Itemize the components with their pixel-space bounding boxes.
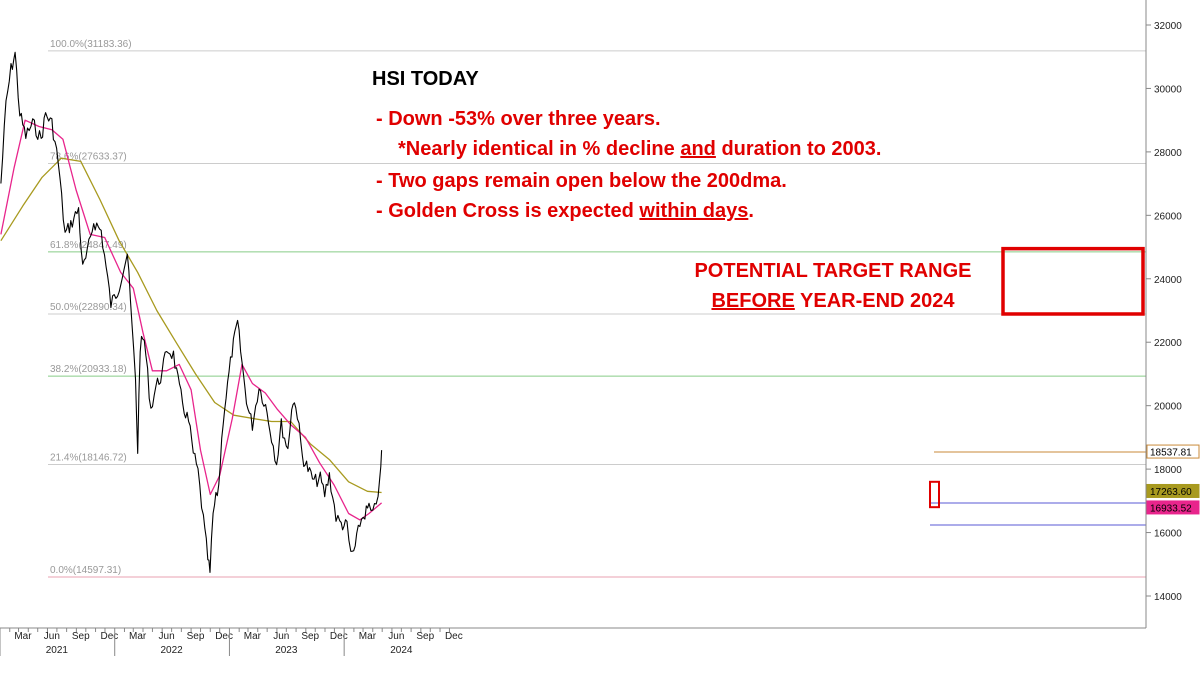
x-year-label: 2023 bbox=[275, 645, 298, 656]
y-tick-label: 16000 bbox=[1154, 529, 1182, 540]
x-month-label: Dec bbox=[100, 631, 118, 642]
annotation-line-2: *Nearly identical in % decline and durat… bbox=[398, 138, 881, 161]
price-badge-label: 18537.81 bbox=[1150, 448, 1192, 459]
y-tick-label: 28000 bbox=[1154, 148, 1182, 159]
y-tick-label: 22000 bbox=[1154, 338, 1182, 349]
x-month-label: Dec bbox=[330, 631, 348, 642]
series-50dma-line bbox=[0, 119, 383, 521]
gap-lines bbox=[930, 451, 1146, 526]
x-month-label: Jun bbox=[159, 631, 175, 642]
target-label-rest: YEAR-END 2024 bbox=[794, 290, 955, 312]
fib-label: 21.4%(18146.72) bbox=[50, 452, 127, 463]
axes: 14000 16000 18000 20000 22000 24000 26000 28000… bbox=[0, 0, 1182, 656]
annotation-line-4-a: - Golden Cross is expected bbox=[376, 200, 640, 222]
x-month-label: Jun bbox=[44, 631, 60, 642]
price-badge-label: 17263.60 bbox=[1150, 487, 1192, 498]
x-month-label: Mar bbox=[14, 631, 32, 642]
x-month-label: Mar bbox=[359, 631, 377, 642]
price-badges: 18537.81 17263.60 16933.52 bbox=[1146, 444, 1200, 515]
annotation-line-2-a: *Nearly identical in % decline bbox=[398, 138, 681, 160]
y-tick-label: 20000 bbox=[1154, 402, 1182, 413]
series-hsi-line bbox=[0, 51, 383, 573]
chart-title: HSI TODAY bbox=[372, 68, 479, 90]
x-year-label: 2022 bbox=[160, 645, 183, 656]
target-label-line-1: POTENTIAL TARGET RANGE bbox=[694, 260, 972, 282]
price-badge-label: 16933.52 bbox=[1150, 503, 1192, 514]
x-month-label: Dec bbox=[445, 631, 463, 642]
target-label-line-2: BEFORE YEAR-END 2024 bbox=[668, 290, 998, 313]
y-tick-label: 32000 bbox=[1154, 21, 1182, 32]
fib-label: 50.0%(22890.34) bbox=[50, 302, 127, 313]
annotation-line-1: - Down -53% over three years. bbox=[376, 108, 661, 130]
target-boxes bbox=[929, 246, 1145, 509]
x-year-label: 2024 bbox=[390, 645, 413, 656]
x-year-label: 2021 bbox=[46, 645, 69, 656]
fib-label: 100.0%(31183.36) bbox=[50, 39, 132, 50]
fib-label: 0.0%(14597.31) bbox=[50, 565, 121, 576]
fib-label: 78.6%(27633.37) bbox=[50, 152, 127, 163]
x-month-label: Sep bbox=[72, 631, 90, 642]
target-range-box bbox=[1001, 246, 1145, 316]
annotation-line-4-b: . bbox=[748, 200, 754, 222]
y-tick-label: 26000 bbox=[1154, 211, 1182, 222]
fib-label: 61.8%(24847.49) bbox=[50, 240, 127, 251]
target-label-underlined: BEFORE bbox=[711, 290, 795, 312]
annotation-line-4: - Golden Cross is expected within days. bbox=[376, 200, 754, 223]
x-month-label: Mar bbox=[129, 631, 147, 642]
annotation-line-4-underlined: within days bbox=[639, 200, 749, 222]
price-series bbox=[0, 51, 383, 573]
x-month-label: Sep bbox=[416, 631, 434, 642]
x-month-label: Jun bbox=[388, 631, 404, 642]
annotation-line-2-underlined: and bbox=[680, 138, 716, 160]
fibonacci-levels: 100.0%(31183.36) 78.6%(27633.37) 61.8%(248… bbox=[48, 39, 1146, 578]
price-badge bbox=[1146, 500, 1200, 515]
series-200dma-line bbox=[0, 157, 382, 494]
x-month-label: Mar bbox=[244, 631, 262, 642]
y-tick-label: 18000 bbox=[1154, 465, 1182, 476]
gap-highlight-box bbox=[929, 480, 940, 509]
x-month-label: Jun bbox=[273, 631, 289, 642]
annotation-line-3: - Two gaps remain open below the 200dma. bbox=[376, 170, 787, 192]
x-month-label: Sep bbox=[301, 631, 319, 642]
price-badge bbox=[1146, 483, 1200, 498]
x-month-label: Sep bbox=[187, 631, 205, 642]
price-badge bbox=[1146, 444, 1200, 459]
annotation-line-2-b: duration to 2003. bbox=[715, 138, 882, 160]
x-month-label: Dec bbox=[215, 631, 233, 642]
y-tick-label: 30000 bbox=[1154, 84, 1182, 95]
y-tick-label: 14000 bbox=[1154, 592, 1182, 603]
y-tick-label: 24000 bbox=[1154, 275, 1182, 286]
fib-label: 38.2%(20933.18) bbox=[50, 364, 127, 375]
